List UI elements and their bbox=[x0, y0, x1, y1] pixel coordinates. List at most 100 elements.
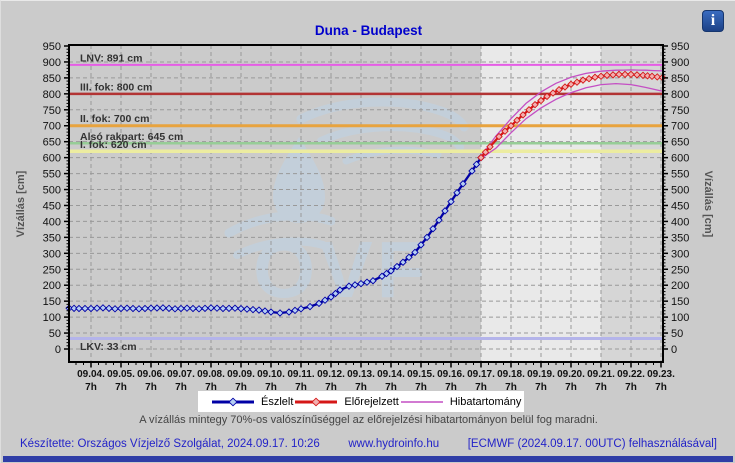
svg-text:7h: 7h bbox=[505, 382, 517, 393]
svg-text:7h: 7h bbox=[295, 382, 307, 393]
footer-credit: Készítette: Országos Vízjelző Szolgálat,… bbox=[20, 438, 320, 450]
svg-text:Alsó rakpart: 645 cm: Alsó rakpart: 645 cm bbox=[80, 131, 183, 143]
footer-model-info: [ECMWF (2024.09.17. 00UTC) felhasználásá… bbox=[467, 438, 717, 450]
svg-text:LNV: 891 cm: LNV: 891 cm bbox=[80, 52, 142, 64]
svg-text:300: 300 bbox=[43, 248, 61, 260]
svg-text:100: 100 bbox=[671, 312, 689, 324]
svg-text:09.13.: 09.13. bbox=[347, 369, 375, 380]
svg-text:600: 600 bbox=[43, 153, 61, 165]
svg-text:7h: 7h bbox=[565, 382, 577, 393]
svg-text:09.20.: 09.20. bbox=[557, 369, 585, 380]
svg-text:09.16.: 09.16. bbox=[437, 369, 465, 380]
svg-text:7h: 7h bbox=[115, 382, 127, 393]
svg-text:7h: 7h bbox=[385, 382, 397, 393]
legend-label-observed: Észlelt bbox=[261, 395, 294, 408]
svg-text:150: 150 bbox=[43, 296, 61, 308]
svg-text:09.11.: 09.11. bbox=[287, 369, 314, 380]
svg-text:09.21.: 09.21. bbox=[587, 369, 615, 380]
svg-text:0: 0 bbox=[671, 344, 677, 356]
svg-text:09.22.: 09.22. bbox=[617, 369, 645, 380]
svg-text:850: 850 bbox=[43, 73, 61, 85]
svg-text:150: 150 bbox=[671, 296, 689, 308]
svg-text:7h: 7h bbox=[325, 382, 337, 393]
footer-website-link[interactable]: www.hydroinfo.hu bbox=[348, 438, 440, 450]
svg-text:50: 50 bbox=[49, 328, 61, 340]
svg-text:750: 750 bbox=[671, 105, 689, 117]
svg-text:09.07.: 09.07. bbox=[167, 369, 195, 380]
reference-lines: LNV: 891 cm III. fok: 800 cm II. fok: 700 … bbox=[69, 52, 663, 353]
svg-text:100: 100 bbox=[43, 312, 61, 324]
svg-text:7h: 7h bbox=[415, 382, 427, 393]
svg-text:09.12.: 09.12. bbox=[317, 369, 345, 380]
legend-item-observed: Észlelt bbox=[210, 396, 293, 408]
svg-text:09.15.: 09.15. bbox=[407, 369, 435, 380]
svg-text:450: 450 bbox=[671, 200, 689, 212]
svg-text:950: 950 bbox=[43, 41, 61, 53]
svg-text:900: 900 bbox=[43, 57, 61, 69]
svg-text:600: 600 bbox=[671, 153, 689, 165]
svg-text:200: 200 bbox=[671, 280, 689, 292]
svg-text:09.18.: 09.18. bbox=[497, 369, 525, 380]
svg-text:250: 250 bbox=[671, 264, 689, 276]
info-icon[interactable]: i bbox=[702, 10, 724, 32]
svg-text:09.06.: 09.06. bbox=[137, 369, 165, 380]
svg-text:09.17.: 09.17. bbox=[467, 369, 495, 380]
svg-text:7h: 7h bbox=[235, 382, 247, 393]
svg-text:450: 450 bbox=[43, 200, 61, 212]
svg-text:7h: 7h bbox=[85, 382, 97, 393]
svg-text:09.23.: 09.23. bbox=[647, 369, 675, 380]
svg-text:LKV: 33 cm: LKV: 33 cm bbox=[80, 341, 137, 353]
legend-item-forecast: Előrejelzett bbox=[293, 395, 399, 408]
svg-text:7h: 7h bbox=[655, 382, 667, 393]
svg-text:550: 550 bbox=[43, 169, 61, 181]
svg-text:550: 550 bbox=[671, 169, 689, 181]
svg-text:7h: 7h bbox=[445, 382, 457, 393]
axes: 0 0 50 50 100 100 150 150 200 200 250 250 300 300 350 3… bbox=[43, 41, 690, 393]
data-series bbox=[65, 69, 667, 317]
svg-text:7h: 7h bbox=[625, 382, 637, 393]
svg-text:7h: 7h bbox=[535, 382, 547, 393]
svg-text:700: 700 bbox=[671, 121, 689, 133]
ovf-watermark-logo: OVF bbox=[224, 97, 469, 314]
legend-label-forecast: Előrejelzett bbox=[344, 395, 399, 408]
svg-text:800: 800 bbox=[43, 89, 61, 101]
chart-title: Duna - Budapest bbox=[314, 23, 423, 38]
legend-sample-forecast bbox=[295, 397, 338, 406]
svg-text:09.10.: 09.10. bbox=[257, 369, 285, 380]
svg-text:950: 950 bbox=[671, 41, 689, 53]
svg-text:500: 500 bbox=[43, 185, 61, 197]
svg-text:650: 650 bbox=[671, 137, 689, 149]
svg-text:850: 850 bbox=[671, 73, 689, 85]
confidence-note: A vízállás mintegy 70%-os valószínűségge… bbox=[139, 414, 598, 426]
legend-item-errorband: Hibatartomány bbox=[399, 395, 522, 408]
svg-text:400: 400 bbox=[671, 216, 689, 228]
legend-label-errorband: Hibatartomány bbox=[449, 395, 522, 408]
svg-text:250: 250 bbox=[43, 264, 61, 276]
svg-text:350: 350 bbox=[671, 232, 689, 244]
y-axis-title-left: Vízállás [cm] bbox=[15, 170, 27, 237]
y-axis-title-right: Vízállás [cm] bbox=[702, 171, 714, 238]
svg-text:7h: 7h bbox=[475, 382, 487, 393]
svg-text:09.19.: 09.19. bbox=[527, 369, 555, 380]
svg-text:800: 800 bbox=[671, 89, 689, 101]
svg-text:7h: 7h bbox=[355, 382, 367, 393]
svg-text:900: 900 bbox=[671, 57, 689, 69]
svg-text:0: 0 bbox=[55, 344, 61, 356]
svg-text:7h: 7h bbox=[205, 382, 217, 393]
info-icon-glyph: i bbox=[710, 12, 716, 29]
bottom-bar bbox=[3, 456, 733, 462]
svg-text:650: 650 bbox=[43, 137, 61, 149]
svg-text:500: 500 bbox=[671, 185, 689, 197]
gridlines bbox=[69, 45, 663, 362]
footer: Készítette: Országos Vízjelző Szolgálat,… bbox=[1, 435, 735, 453]
svg-text:7h: 7h bbox=[265, 382, 277, 393]
svg-text:09.05.: 09.05. bbox=[107, 369, 135, 380]
svg-text:200: 200 bbox=[43, 280, 61, 292]
legend-sample-observed bbox=[212, 397, 254, 406]
svg-text:50: 50 bbox=[671, 328, 683, 340]
svg-text:400: 400 bbox=[43, 216, 61, 228]
legend-sample-errorband bbox=[400, 400, 443, 403]
svg-text:350: 350 bbox=[43, 232, 61, 244]
svg-text:7h: 7h bbox=[145, 382, 157, 393]
